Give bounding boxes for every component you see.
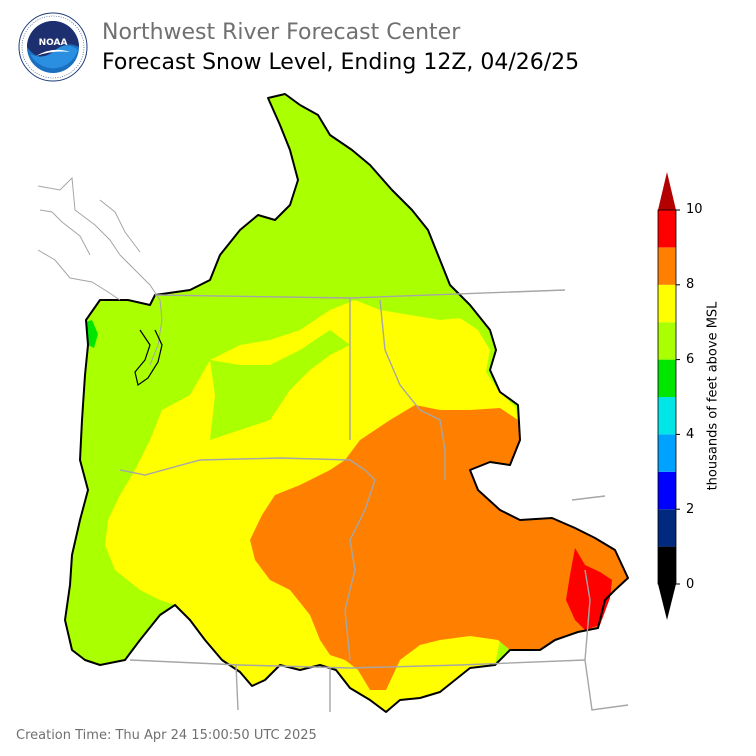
colorbar-tick-6: 6 [686,352,695,367]
colorbar-underflow [658,584,676,620]
colorbar-tick-8: 8 [686,277,695,292]
colorbar-tick-2: 2 [686,502,695,517]
colorbar-bin-9 [658,210,676,248]
colorbar-title: thousands of feet above MSL [705,301,721,491]
state-borders [119,289,629,712]
colorbar-bin-5 [658,359,676,397]
noaa-logo-icon: NOAA [18,12,88,82]
colorbar-bin-4 [658,397,676,435]
organization-title: Northwest River Forecast Center [102,20,461,45]
creation-time: Creation Time: Thu Apr 24 15:00:50 UTC 2… [16,728,317,743]
puget-sound-coastline [37,176,163,366]
colorbar-bin-2 [658,471,676,510]
colorbar-bin-8 [658,247,676,285]
basin-outline [64,93,629,713]
colorbar-bin-6 [658,322,676,360]
snow-level-colorbar [657,172,680,620]
puget-sound-islands [134,329,163,387]
colorbar-bin-1 [658,509,676,547]
region-orange [250,405,628,690]
map-title: Forecast Snow Level, Ending 12Z, 04/26/2… [102,50,580,75]
colorbar-bin-0 [658,546,676,584]
colorbar-tick-10: 10 [686,202,703,217]
colorbar-tick-4: 4 [686,427,695,442]
region-bright-green [86,320,98,348]
colorbar-tick-0: 0 [686,577,695,592]
colorbar-bin-7 [658,284,676,323]
region-red [566,548,612,630]
colorbar-overflow [658,172,676,210]
svg-text:NOAA: NOAA [39,38,68,48]
colorbar-bin-3 [658,434,676,472]
region-green-lobe [210,330,350,440]
